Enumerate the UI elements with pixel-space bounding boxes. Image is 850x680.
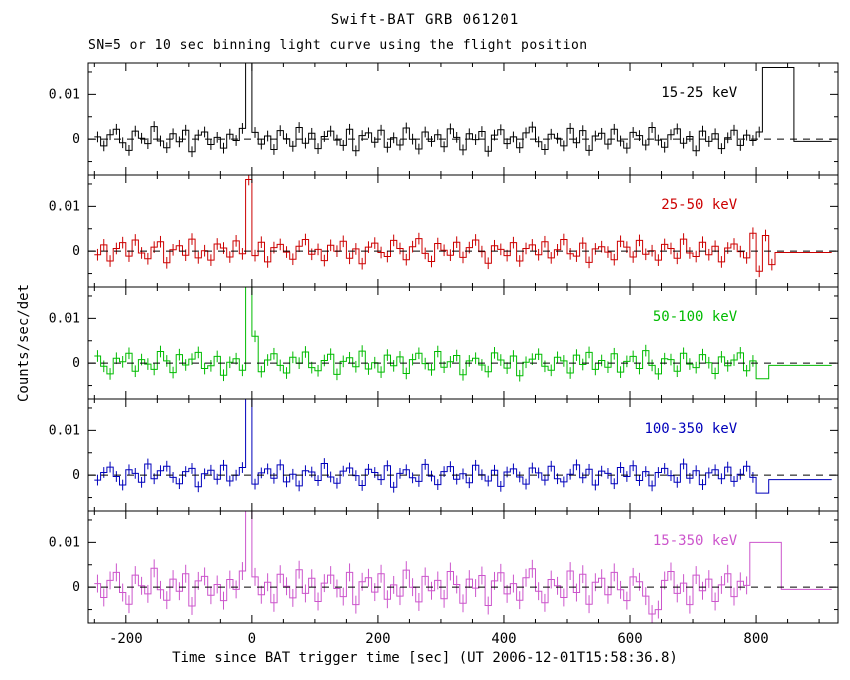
band-label: 15-25 keV — [661, 85, 737, 101]
panel-15-25-kev: 0 0.01 15-25 keV — [49, 62, 839, 176]
y-tick-label: 0.01 — [49, 535, 80, 550]
panel-50-100-kev: 0 0.01 50-100 keV — [49, 286, 839, 400]
series-0 — [94, 63, 832, 158]
y-tick-label: 0 — [72, 356, 80, 371]
x-tick-label: 200 — [365, 631, 390, 647]
x-tick-label: 400 — [491, 631, 516, 647]
x-axis-label: Time since BAT trigger time [sec] (UT 20… — [172, 650, 678, 666]
panel-frame — [87, 398, 839, 512]
y-tick-label: 0.01 — [49, 199, 80, 214]
y-tick-label: 0.01 — [49, 311, 80, 326]
band-label: 15-350 keV — [653, 533, 738, 549]
panel-frame — [87, 510, 839, 624]
panel-frame — [87, 174, 839, 288]
y-tick-label: 0 — [72, 580, 80, 595]
panel-frame — [87, 286, 839, 400]
figure-title: Swift-BAT GRB 061201 — [330, 12, 520, 28]
band-label: 25-50 keV — [661, 197, 737, 213]
y-tick-label: 0 — [72, 468, 80, 483]
panel-frame — [87, 62, 839, 176]
series-4 — [94, 511, 832, 623]
x-tick-label: 600 — [617, 631, 642, 647]
y-tick-label: 0 — [72, 244, 80, 259]
x-tick-label: -200 — [109, 631, 143, 647]
y-tick-label: 0 — [72, 132, 80, 147]
panel-100-350-kev: 0 0.01 100-350 keV — [49, 398, 839, 512]
band-label: 50-100 keV — [653, 309, 738, 325]
y-tick-label: 0.01 — [49, 423, 80, 438]
figure-subtitle: SN=5 or 10 sec binning light curve using… — [88, 38, 588, 53]
x-tick-label: 800 — [743, 631, 768, 647]
band-label: 100-350 keV — [644, 421, 737, 437]
y-tick-label: 0.01 — [49, 87, 80, 102]
series-1 — [94, 175, 832, 278]
panel-25-50-kev: 0 0.01 25-50 keV — [49, 174, 839, 288]
panel-15-350-kev: 0 0.01 15-350 keV -200 0 200 400 600 800 — [49, 510, 839, 647]
x-tick-label: 0 — [248, 631, 256, 647]
series-2 — [94, 287, 832, 382]
